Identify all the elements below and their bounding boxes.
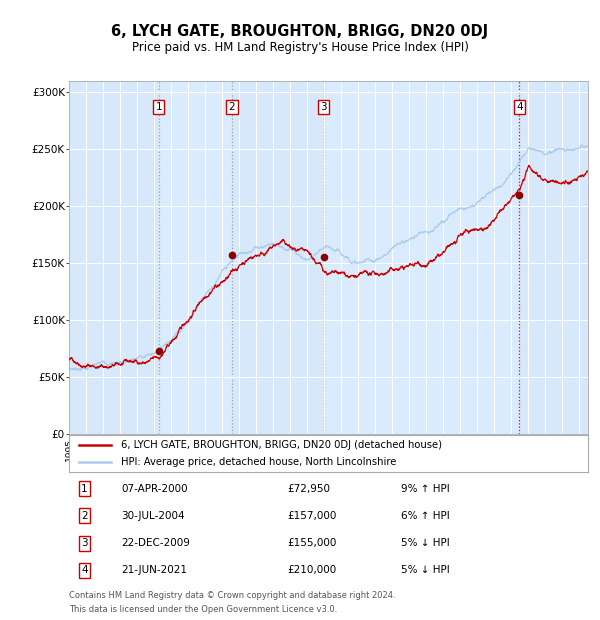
Text: 2: 2: [229, 102, 235, 112]
Text: £72,950: £72,950: [287, 484, 330, 494]
Text: 6, LYCH GATE, BROUGHTON, BRIGG, DN20 0DJ: 6, LYCH GATE, BROUGHTON, BRIGG, DN20 0DJ: [112, 24, 488, 38]
Text: £210,000: £210,000: [287, 565, 336, 575]
Text: £157,000: £157,000: [287, 511, 337, 521]
Text: 07-APR-2000: 07-APR-2000: [121, 484, 188, 494]
Text: 4: 4: [81, 565, 88, 575]
Text: This data is licensed under the Open Government Licence v3.0.: This data is licensed under the Open Gov…: [69, 605, 337, 614]
Bar: [232, 81, 324, 434]
Text: 3: 3: [81, 538, 88, 548]
Text: £155,000: £155,000: [287, 538, 337, 548]
Text: 30-JUL-2004: 30-JUL-2004: [121, 511, 185, 521]
Text: 5% ↓ HPI: 5% ↓ HPI: [401, 538, 450, 548]
Text: 1: 1: [81, 484, 88, 494]
Text: 5% ↓ HPI: 5% ↓ HPI: [401, 565, 450, 575]
Bar: [324, 81, 520, 434]
Text: 6% ↑ HPI: 6% ↑ HPI: [401, 511, 450, 521]
Text: 9% ↑ HPI: 9% ↑ HPI: [401, 484, 450, 494]
Text: 21-JUN-2021: 21-JUN-2021: [121, 565, 187, 575]
Bar: [520, 81, 588, 434]
Text: Contains HM Land Registry data © Crown copyright and database right 2024.: Contains HM Land Registry data © Crown c…: [69, 591, 395, 601]
Text: 4: 4: [516, 102, 523, 112]
Text: Price paid vs. HM Land Registry's House Price Index (HPI): Price paid vs. HM Land Registry's House …: [131, 41, 469, 54]
Text: 3: 3: [320, 102, 327, 112]
Text: 6, LYCH GATE, BROUGHTON, BRIGG, DN20 0DJ (detached house): 6, LYCH GATE, BROUGHTON, BRIGG, DN20 0DJ…: [121, 440, 442, 450]
Text: 2: 2: [81, 511, 88, 521]
Text: 1: 1: [155, 102, 162, 112]
Text: 22-DEC-2009: 22-DEC-2009: [121, 538, 190, 548]
Text: HPI: Average price, detached house, North Lincolnshire: HPI: Average price, detached house, Nort…: [121, 458, 396, 467]
Bar: [69, 81, 158, 434]
Bar: [158, 81, 232, 434]
